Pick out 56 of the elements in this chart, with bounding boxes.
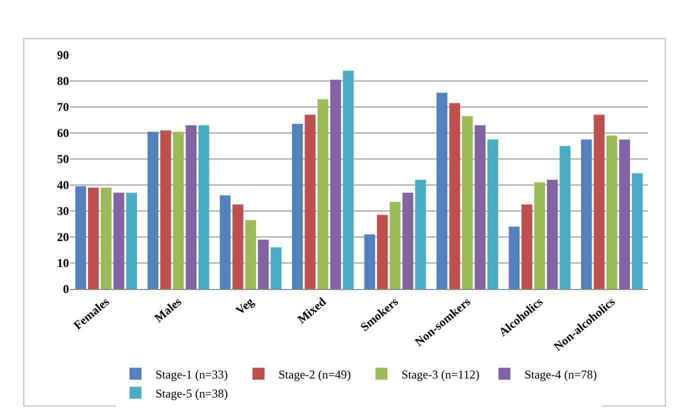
y-tick-label: 40	[57, 178, 69, 192]
bar	[415, 180, 426, 289]
x-tick-label: Veg	[232, 294, 256, 318]
legend-label: Stage-1 (n=33)	[156, 367, 228, 382]
bar	[317, 99, 328, 289]
bar	[148, 132, 158, 289]
bar	[402, 192, 414, 289]
bar	[270, 247, 282, 289]
bar	[449, 103, 460, 289]
bar	[364, 234, 376, 289]
bar	[508, 226, 520, 289]
bar	[88, 188, 99, 289]
y-tick-label: 80	[57, 74, 69, 88]
bar	[186, 125, 196, 289]
legend-label: Stage-4 (n=78)	[524, 367, 597, 382]
bar	[581, 140, 592, 289]
y-tick-label: 0	[63, 282, 69, 296]
bar	[487, 140, 498, 289]
bar	[342, 70, 354, 289]
y-tick-label: 50	[57, 152, 69, 166]
bar	[198, 125, 210, 289]
bar	[160, 130, 172, 289]
bar	[377, 214, 388, 289]
y-tick-label: 60	[57, 126, 69, 140]
bar	[619, 140, 630, 289]
bar	[632, 173, 643, 289]
bar	[126, 192, 137, 289]
bar	[390, 202, 401, 289]
bar	[220, 195, 231, 289]
y-tick-label: 30	[57, 204, 69, 218]
legend-label: Stage-5 (n=38)	[156, 386, 228, 400]
y-tick-label: 10	[57, 256, 69, 270]
bar	[546, 180, 558, 289]
y-tick-label: 90	[57, 48, 69, 62]
bar	[100, 188, 112, 289]
bar	[304, 114, 316, 289]
bar	[75, 186, 86, 289]
bar	[594, 114, 605, 289]
bar	[232, 204, 244, 289]
y-tick-label: 20	[57, 230, 69, 244]
bar	[560, 146, 570, 289]
y-tick-label: 70	[57, 100, 69, 114]
bar	[474, 125, 486, 289]
bar	[330, 80, 341, 289]
bar	[534, 182, 546, 289]
bar	[258, 240, 269, 289]
bar	[292, 124, 303, 289]
bar	[462, 116, 473, 289]
bar	[245, 220, 256, 289]
bar	[522, 204, 532, 289]
bar	[172, 132, 184, 289]
bar	[113, 192, 124, 289]
legend-label: Stage-3 (n=112)	[401, 367, 480, 382]
legend-label: Stage-2 (n=49)	[278, 367, 351, 382]
bar	[436, 92, 448, 289]
bar	[606, 136, 618, 289]
